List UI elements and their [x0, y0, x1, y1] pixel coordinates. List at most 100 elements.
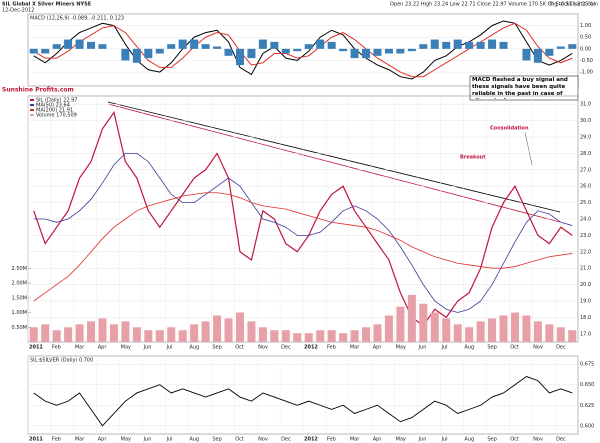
- histogram-bar: [327, 41, 336, 49]
- histogram-bar: [224, 48, 233, 56]
- volume-bar: [41, 324, 50, 342]
- x-tick-label: Feb: [52, 437, 61, 443]
- histogram-bar: [52, 44, 61, 49]
- credit: © StockCharts.com: [549, 1, 598, 8]
- annotation-text: MACD flashed a buy signal and these sign…: [472, 77, 568, 99]
- volume-bar: [327, 330, 336, 342]
- y-tick-label: 31.0: [580, 102, 591, 108]
- histogram-bar: [396, 48, 405, 54]
- trend-line: [107, 101, 561, 213]
- volume-bar: [281, 330, 290, 342]
- x-tick-label: May: [121, 437, 131, 443]
- y2-tick-label: 2.50M: [12, 266, 27, 272]
- volume-bar: [247, 321, 256, 342]
- y-tick-label: 0.675: [580, 362, 594, 368]
- histogram-bar: [419, 44, 428, 49]
- volume-bar: [64, 327, 73, 342]
- histogram-bar: [568, 44, 577, 49]
- volume-bar: [339, 333, 348, 342]
- histogram-bar: [304, 44, 313, 49]
- volume-bar: [476, 321, 485, 342]
- x-tick-label: Jun: [418, 437, 427, 443]
- volume-bar: [568, 330, 577, 342]
- brand: Sunshine Profits.com: [2, 87, 74, 94]
- x-tick-label: Jul: [166, 345, 173, 351]
- x-tick-label: Sep: [212, 345, 221, 351]
- x-tick-label: Feb: [327, 345, 336, 351]
- x-tick-label: Sep: [487, 345, 496, 351]
- volume-bar: [75, 324, 84, 342]
- histogram-bar: [258, 39, 267, 49]
- y-tick-label: 0.650: [580, 382, 594, 388]
- histogram-bar: [453, 39, 462, 49]
- x-tick-label: Dec: [556, 437, 566, 443]
- x-tick-label: May: [396, 345, 406, 351]
- y-tick-label: 0.00: [580, 46, 591, 52]
- histogram-bar: [64, 39, 73, 49]
- panel-frame: [27, 13, 579, 87]
- volume-bar: [465, 327, 474, 342]
- volume-bar: [121, 321, 130, 342]
- x-tick-label: Dec: [281, 345, 291, 351]
- histogram-bar: [488, 39, 497, 49]
- y-tick-label: 29.0: [580, 135, 591, 141]
- y-tick-label: -1.00: [580, 70, 593, 76]
- price-line: [33, 110, 573, 327]
- x-tick-label: Oct: [235, 437, 244, 443]
- x-tick-label: Sep: [487, 437, 496, 443]
- annotation: Consolidation: [490, 126, 529, 132]
- volume-bar: [213, 315, 222, 342]
- volume-bar: [533, 321, 542, 342]
- x-tick-label: Feb: [327, 437, 336, 443]
- volume-bar: [98, 318, 107, 342]
- y-tick-label: 26.0: [580, 184, 591, 190]
- histogram-bar: [316, 39, 325, 49]
- histogram-bar: [201, 44, 210, 49]
- volume-bar: [293, 333, 302, 342]
- x-tick-label: Jul: [441, 345, 448, 351]
- x-tick-label: Feb: [52, 345, 61, 351]
- legend-label: SIL:$SILVER (Daily) 0.700: [30, 358, 93, 364]
- histogram-bar: [178, 39, 187, 49]
- histogram-bar: [167, 44, 176, 49]
- volume-bar: [235, 312, 244, 342]
- histogram-bar: [533, 48, 542, 63]
- histogram-bar: [41, 48, 50, 54]
- histogram-bar: [430, 39, 439, 49]
- volume-bar: [155, 330, 164, 342]
- volume-bar: [419, 303, 428, 342]
- histogram-bar: [373, 48, 382, 56]
- y-tick-label: 27.0: [580, 167, 591, 173]
- histogram-bar: [476, 41, 485, 49]
- annotation-arrow: [524, 131, 533, 166]
- histogram-bar: [522, 48, 531, 61]
- x-tick-label: Mar: [75, 437, 85, 443]
- volume-bar: [510, 312, 519, 342]
- volume-bar: [442, 318, 451, 342]
- volume-bar: [556, 327, 565, 342]
- histogram-bar: [121, 48, 130, 61]
- volume-bar: [430, 312, 439, 342]
- histogram-bar: [247, 48, 256, 59]
- x-tick-label: Aug: [189, 345, 199, 351]
- x-tick-label: Mar: [75, 345, 85, 351]
- x-tick-label: Jun: [143, 345, 152, 351]
- x-tick-label: Jul: [166, 437, 173, 443]
- histogram-bar: [29, 48, 38, 54]
- y-tick-label: 30.0: [580, 118, 591, 124]
- x-tick-label: Oct: [235, 345, 244, 351]
- macd-line: [33, 22, 573, 78]
- histogram-bar: [190, 39, 199, 49]
- x-tick-label: May: [396, 437, 406, 443]
- histogram-bar: [155, 48, 164, 54]
- macd-line: [33, 20, 573, 80]
- x-tick-label: 2012: [304, 345, 318, 351]
- trend-line: [107, 103, 561, 223]
- y-tick-label: 28.0: [580, 151, 591, 157]
- y-tick-label: 25.0: [580, 200, 591, 206]
- volume-bar: [396, 306, 405, 342]
- y-tick-label: 22.0: [580, 249, 591, 255]
- histogram-bar: [98, 44, 107, 49]
- x-tick-label: Mar: [350, 345, 360, 351]
